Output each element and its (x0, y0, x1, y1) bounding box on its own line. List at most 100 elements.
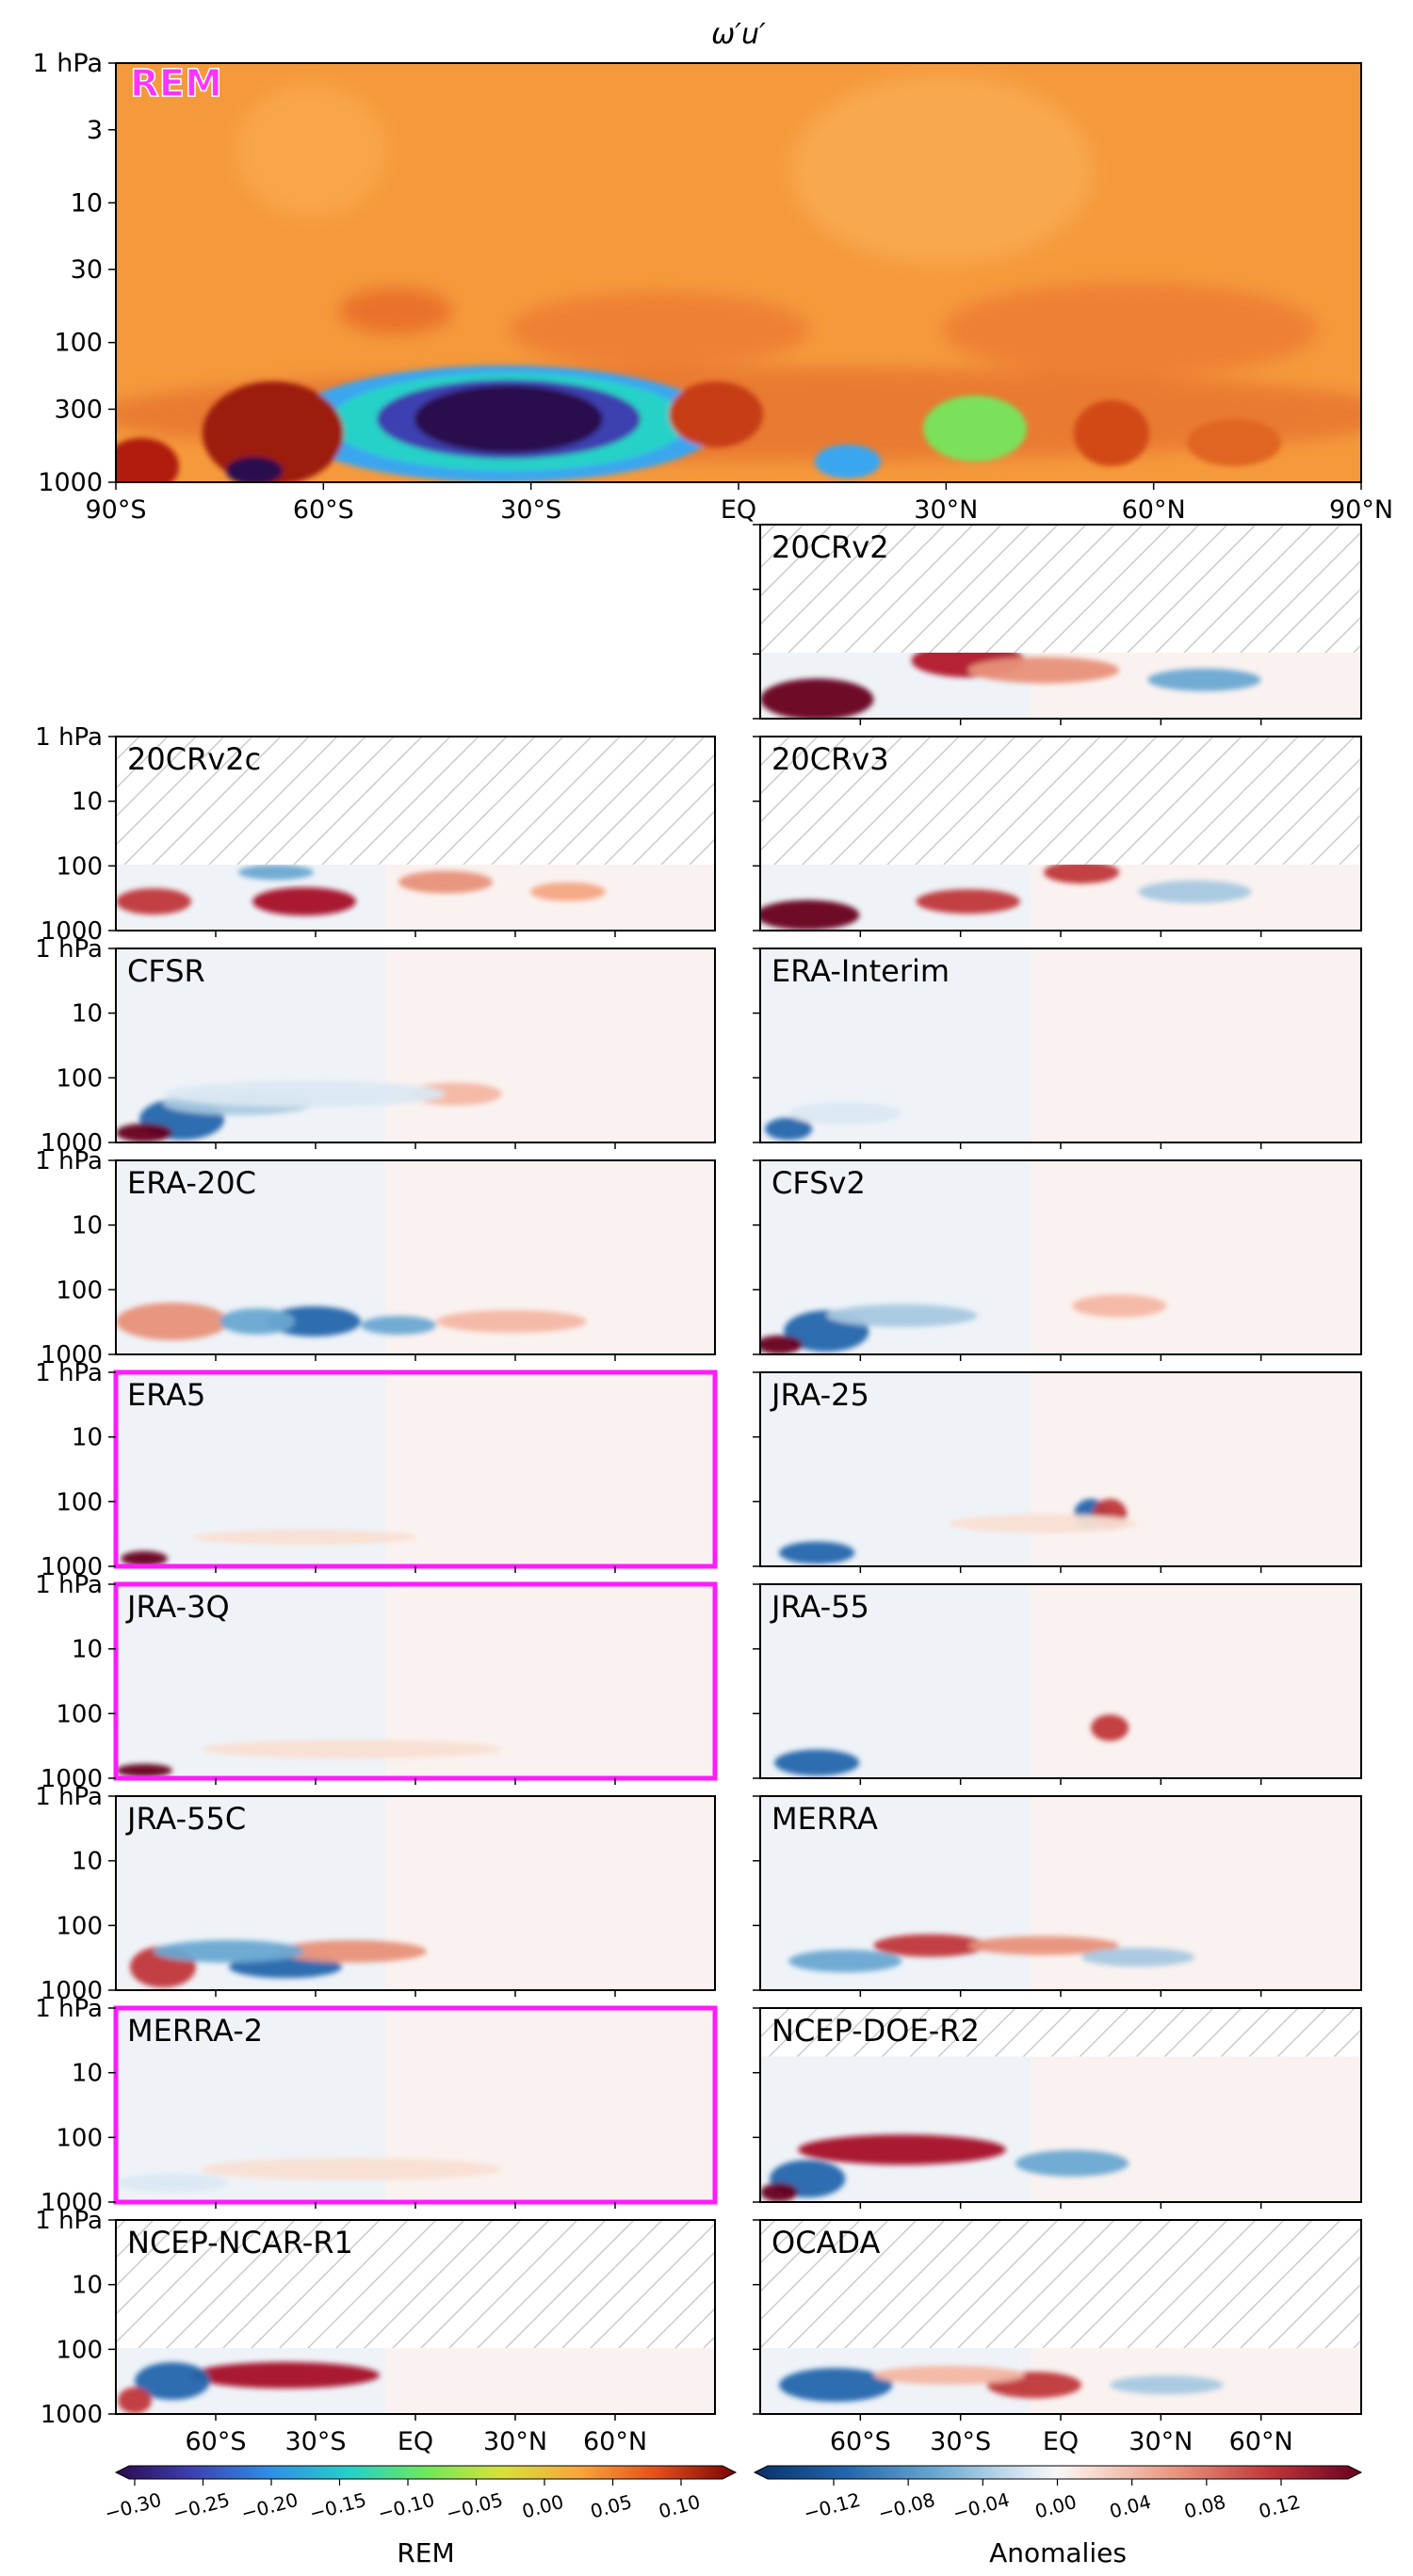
y-tick-label: 1 hPa (35, 935, 103, 964)
rem-colorbar-label: REM (397, 2537, 454, 2568)
anomaly-blob (135, 2361, 210, 2400)
panel-era5: ERA5 1 hPa 10 100 1000 (35, 1359, 718, 1581)
anomaly-blob (116, 1763, 172, 1777)
main-x-tick-label: 90°S (86, 495, 147, 525)
anomaly-field (116, 948, 715, 1142)
colorbar-tick-label: −0.04 (950, 2488, 1012, 2525)
colorbar-tick-label: −0.05 (444, 2488, 505, 2525)
anomaly-blob (201, 2157, 502, 2180)
anomaly-blob (163, 1080, 446, 1108)
y-tick-label: 1 hPa (35, 1571, 103, 1599)
anomaly-blob (949, 1514, 1139, 1533)
anomaly-blob (1110, 2375, 1224, 2395)
colorbar-tick-label: −0.25 (171, 2488, 232, 2525)
colorbar-tick-label: −0.12 (801, 2488, 862, 2525)
y-tick-label: 100 (56, 2336, 103, 2364)
rem-field (116, 63, 1361, 482)
anomaly-blob (967, 656, 1120, 684)
panel-jra-55: JRA-55 (753, 1583, 1362, 1785)
panel-label: 20CRv2c (127, 741, 261, 777)
panel-merra: MERRA (753, 1795, 1362, 1997)
y-tick-label: 1 hPa (35, 723, 103, 752)
panel-jra-55c: JRA-55C 1 hPa 10 100 1000 (35, 1783, 716, 2005)
panel-ncep-doe-r2: NCEP-DOE-R2 (753, 2007, 1362, 2209)
anomaly-field (760, 1160, 1361, 1354)
anomaly-field (760, 1584, 1361, 1778)
colorbar-tick-label: 0.10 (657, 2490, 703, 2523)
reanalysis-panels: 20CRv2 20CRv2c 1 hPa 10 100 1000 20CRv3 CFSR 1 h… (35, 524, 1362, 2456)
anomalies-colorbar-label: Anomalies (989, 2537, 1127, 2568)
y-tick-label: 10 (72, 1636, 103, 1664)
colorbar-tick-label: 0.05 (588, 2490, 634, 2523)
main-y-tick-label: 300 (54, 395, 103, 424)
anomaly-blob (967, 1936, 1120, 1955)
y-tick-label: 100 (56, 2124, 103, 2152)
y-tick-label: 100 (56, 1912, 103, 1940)
anomalies-colorbar-bar (753, 2465, 1363, 2480)
panel-jra-25: JRA-25 (753, 1371, 1362, 1573)
anomaly-blob (826, 1304, 978, 1327)
missing-data-hatch (116, 737, 715, 865)
y-tick-label: 100 (56, 1064, 103, 1093)
missing-data-hatch (760, 737, 1361, 865)
rem-colorbar-bar (114, 2465, 738, 2480)
rem-colorbar: −0.30 −0.25 −0.20 −0.15 −0.10 −0.05 0.00 0.05 0.… (102, 2465, 738, 2568)
rem-colorbar-ticks: −0.30 −0.25 −0.20 −0.15 −0.10 −0.05 0.00 0.05 0.… (102, 2479, 703, 2525)
panel-era-interim: ERA-Interim (753, 948, 1362, 1149)
anomaly-blob (436, 1309, 587, 1333)
anomaly-blob (276, 1939, 427, 1963)
anomaly-blob (760, 678, 874, 719)
main-y-axis: 1 hPa 3 10 30 100 300 1000 (33, 49, 116, 497)
main-y-tick-label: 1 hPa (33, 49, 104, 78)
panel-label: CFSR (127, 953, 205, 989)
anomaly-blob (916, 889, 1020, 915)
y-tick-label: 10 (72, 1424, 103, 1452)
y-tick-label: 10 (72, 1000, 103, 1029)
panel-label: 20CRv2 (771, 529, 889, 565)
y-tick-label: 1 hPa (35, 1783, 103, 1811)
main-x-tick-label: 60°S (293, 495, 354, 525)
panel-label: JRA-25 (770, 1377, 869, 1413)
anomaly-blob (121, 1550, 168, 1566)
anomaly-field (116, 2220, 715, 2414)
main-y-tick-label: 100 (54, 329, 103, 358)
anomaly-field (760, 1796, 1361, 1990)
panel-label: 20CRv3 (771, 741, 889, 777)
anomaly-blob (116, 1123, 172, 1142)
anomaly-blob (1138, 880, 1252, 903)
anomaly-blob (219, 1307, 295, 1335)
rem-panel-label: REM (130, 62, 222, 105)
colorbar-tick-label: −0.10 (375, 2488, 436, 2525)
panel-label: JRA-55C (125, 1801, 246, 1837)
panel-20crv2c: 20CRv2c 1 hPa 10 100 1000 (35, 723, 716, 946)
x-tick-label: 30°S (930, 2427, 991, 2456)
y-tick-label: 10 (72, 2272, 103, 2300)
panel-20crv3: 20CRv3 (753, 736, 1362, 937)
missing-data-hatch (760, 525, 1361, 653)
y-tick-label: 100 (56, 1700, 103, 1728)
anomaly-field (760, 737, 1361, 931)
anomaly-blob (398, 870, 493, 894)
y-tick-label: 10 (72, 1848, 103, 1876)
colorbar-tick-label: 0.08 (1181, 2490, 1227, 2523)
colorbar-tick-label: −0.15 (307, 2488, 368, 2525)
panel-jra-3q: JRA-3Q 1 hPa 10 100 1000 (35, 1571, 718, 1793)
panel-label: MERRA (771, 1801, 878, 1837)
colorbar-tick-label: −0.30 (102, 2488, 163, 2525)
main-x-tick-label: 30°S (500, 495, 561, 525)
anomaly-blob (1091, 1714, 1129, 1742)
x-tick-label: 30°N (483, 2427, 547, 2456)
anomaly-blob (788, 1102, 902, 1126)
colorbar-tick-label: 0.00 (520, 2490, 566, 2523)
main-x-tick-label: 30°N (914, 495, 978, 525)
anomaly-blob (774, 1749, 860, 1776)
anomalies-colorbar-ticks: −0.12 −0.08 −0.04 0.00 0.04 0.08 0.12 (801, 2479, 1303, 2525)
panel-ncep-ncar-r1: NCEP-NCAR-R1 1 hPa 10 100 1000 60°S 30°S EQ 30°N… (35, 2207, 716, 2456)
y-tick-label: 1 hPa (35, 1359, 103, 1387)
anomaly-field (760, 2220, 1361, 2414)
rem-main-panel: REM 1 hPa 3 10 30 100 300 1000 90°S 60°S 30°S EQ 3… (33, 49, 1394, 525)
anomaly-field (116, 2008, 715, 2202)
y-tick-label: 1000 (41, 1129, 103, 1158)
y-tick-label: 1000 (41, 917, 103, 946)
